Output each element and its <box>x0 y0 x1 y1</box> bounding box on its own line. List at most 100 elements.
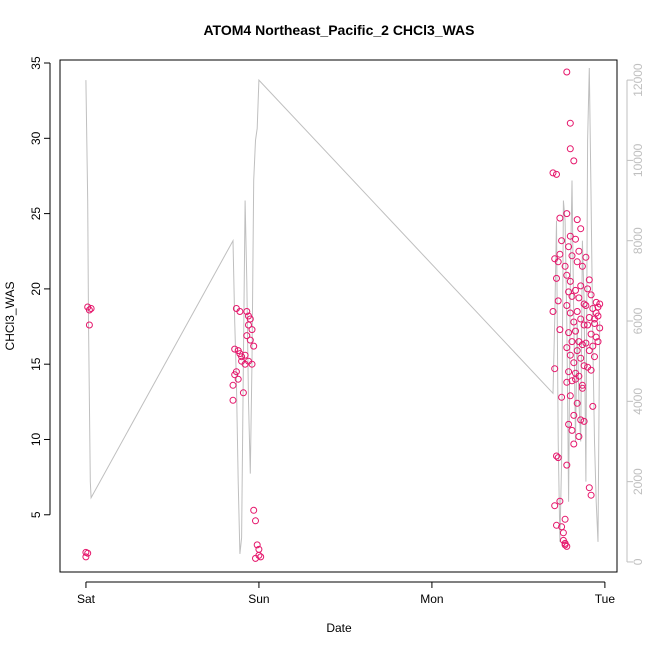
data-point <box>573 347 581 355</box>
right-tick-label: 8000 <box>631 227 645 254</box>
data-point <box>556 250 564 258</box>
data-point <box>246 336 254 344</box>
data-point <box>553 170 560 178</box>
data-point <box>578 384 586 392</box>
data-point <box>85 321 93 329</box>
data-point <box>584 321 592 329</box>
data-point <box>572 235 579 243</box>
x-tick-label: Sun <box>248 592 269 606</box>
chart-title: ATOM4 Northeast_Pacific_2 CHCl3_WAS <box>203 22 474 38</box>
data-point <box>236 308 244 315</box>
data-point <box>563 461 571 469</box>
data-point <box>580 300 588 308</box>
data-point <box>231 371 239 379</box>
data-point <box>549 169 557 177</box>
data-point <box>570 157 578 165</box>
data-point <box>241 351 249 359</box>
data-point <box>568 426 576 434</box>
data-point <box>587 366 595 374</box>
data-point <box>563 302 571 309</box>
data-point <box>591 320 598 327</box>
y-axis-label: CHCl3_WAS <box>3 282 17 351</box>
data-point <box>243 308 251 315</box>
data-point <box>578 262 586 270</box>
data-point <box>585 276 593 284</box>
data-point <box>558 237 566 245</box>
plot-box <box>59 59 618 573</box>
data-point <box>573 399 581 407</box>
data-point <box>589 342 597 350</box>
data-point <box>566 351 574 359</box>
data-point <box>553 452 560 460</box>
data-point <box>587 291 595 299</box>
data-point <box>570 359 578 367</box>
left-tick-label: 10 <box>29 432 43 446</box>
data-point <box>84 549 92 557</box>
left-tick-label: 25 <box>29 207 43 221</box>
data-point <box>587 330 595 338</box>
data-point <box>554 297 562 305</box>
data-point <box>556 214 564 222</box>
data-point <box>558 393 566 401</box>
data-point <box>551 502 559 510</box>
data-point <box>554 454 562 462</box>
data-point <box>245 321 252 329</box>
data-point <box>563 378 571 386</box>
data-point <box>572 286 579 294</box>
data-point <box>591 353 598 361</box>
right-tick-label: 2000 <box>631 468 645 495</box>
data-point <box>556 497 564 505</box>
data-point <box>577 354 585 362</box>
data-point <box>553 274 560 282</box>
data-point <box>582 253 590 261</box>
data-point <box>551 365 559 373</box>
x-tick-label: Tue <box>595 592 616 606</box>
data-point <box>556 326 564 334</box>
data-point <box>570 411 578 419</box>
left-tick-label: 30 <box>29 131 43 145</box>
data-point <box>565 243 573 251</box>
right-tick-label: 6000 <box>631 307 645 334</box>
data-point <box>561 515 569 523</box>
data-point <box>563 542 571 550</box>
data-point <box>568 292 576 300</box>
data-point <box>566 309 574 317</box>
data-point <box>577 315 585 323</box>
data-point <box>566 145 574 153</box>
right-tick-label: 4000 <box>631 388 645 415</box>
data-point <box>565 420 573 428</box>
data-point <box>250 506 258 514</box>
data-point <box>561 262 569 270</box>
data-point <box>577 416 585 424</box>
data-point <box>554 258 562 266</box>
data-point <box>575 433 583 440</box>
data-point <box>573 258 581 266</box>
data-point <box>580 417 588 425</box>
data-point <box>248 326 256 334</box>
data-point <box>591 315 598 323</box>
x-tick-label: Sat <box>77 592 96 606</box>
data-point <box>580 362 588 370</box>
data-point <box>563 344 571 352</box>
data-point <box>563 210 571 218</box>
data-point <box>578 381 586 389</box>
data-point <box>592 333 600 341</box>
data-point <box>566 232 574 240</box>
data-point <box>248 360 256 368</box>
x-tick-label: Mon <box>420 592 443 606</box>
right-tick-label: 10000 <box>631 143 645 177</box>
data-point <box>229 381 237 389</box>
data-point <box>568 338 576 346</box>
data-point <box>575 247 583 255</box>
left-tick-label: 15 <box>29 357 43 371</box>
data-point <box>85 306 93 314</box>
data-point <box>234 375 242 383</box>
data-point <box>585 347 593 355</box>
left-tick-label: 5 <box>29 511 43 518</box>
data-point <box>565 368 573 376</box>
data-point <box>582 302 590 309</box>
altitude-line <box>85 67 601 554</box>
data-point <box>577 282 585 290</box>
left-y-axis: 5 10 15 20 25 30 35 <box>29 56 51 518</box>
data-point <box>549 308 557 315</box>
